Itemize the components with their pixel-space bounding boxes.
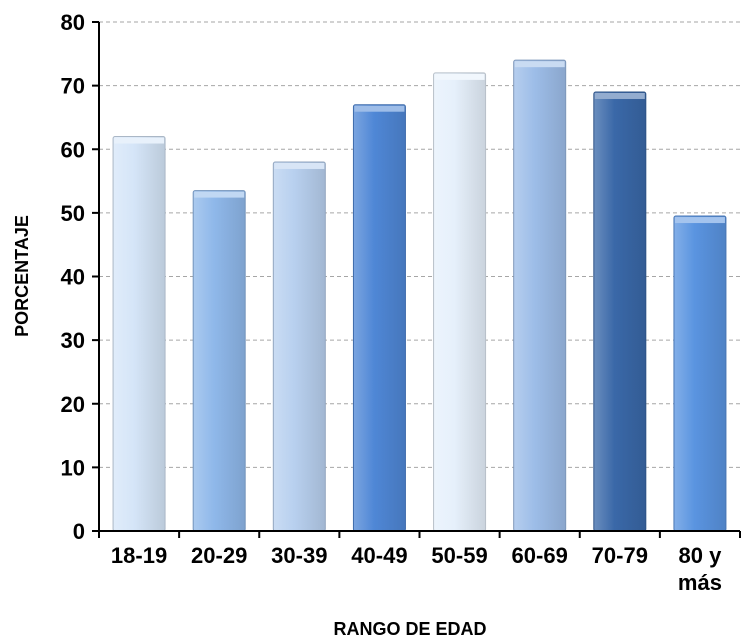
x-tick-label: 20-29: [191, 543, 247, 568]
bar: [272, 161, 326, 532]
x-tick-label: 30-39: [271, 543, 327, 568]
bar-highlight: [514, 61, 565, 68]
bar-highlight: [354, 105, 405, 112]
x-tick-label: 60-69: [512, 543, 568, 568]
bar: [513, 59, 567, 532]
bar: [112, 136, 166, 532]
tick-labels: 0 10 20 30 40 50 60 70 80 18-19 20-29 30-39 40-49 50-…: [61, 10, 723, 595]
bar-highlight: [434, 73, 485, 80]
x-tick-label: más: [678, 570, 722, 595]
bar-highlight: [114, 137, 165, 144]
bar: [352, 104, 406, 532]
y-tick-label: 80: [61, 10, 85, 35]
y-tick-label: 20: [61, 392, 85, 417]
x-tick-label: 50-59: [431, 543, 487, 568]
bar: [673, 215, 727, 532]
y-tick-label: 50: [61, 201, 85, 226]
x-tick-label: 80 y: [679, 543, 723, 568]
x-axis-title: RANGO DE EDAD: [333, 619, 486, 639]
bar: [192, 190, 246, 532]
x-tick-label: 40-49: [351, 543, 407, 568]
ticks: [92, 21, 741, 538]
y-tick-label: 60: [61, 137, 85, 162]
y-tick-label: 30: [61, 328, 85, 353]
y-axis-title: PORCENTAJE: [12, 215, 32, 337]
x-tick-label: 18-19: [111, 543, 167, 568]
bar: [433, 72, 487, 532]
x-tick-label: 70-79: [592, 543, 648, 568]
y-tick-label: 70: [61, 74, 85, 99]
bar-highlight: [674, 217, 725, 224]
y-tick-label: 0: [73, 519, 85, 544]
bar-highlight: [274, 162, 325, 169]
bars: [112, 59, 727, 532]
bar-highlight: [594, 92, 645, 99]
y-tick-label: 40: [61, 265, 85, 290]
y-tick-label: 10: [61, 455, 85, 480]
bar-highlight: [194, 191, 245, 198]
bar: [593, 91, 647, 532]
